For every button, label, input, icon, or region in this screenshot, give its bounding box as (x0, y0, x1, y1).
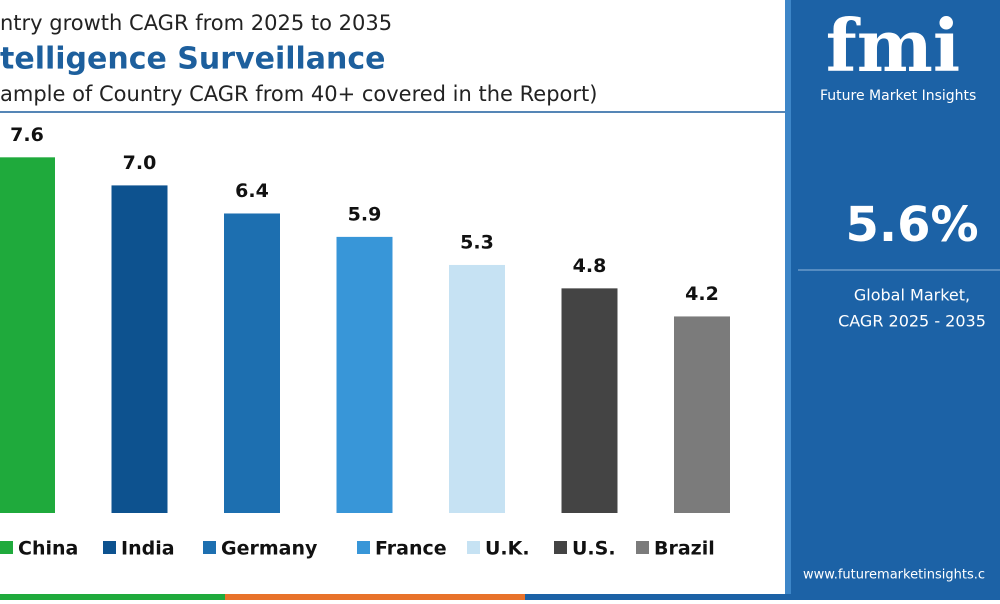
legend-swatch (0, 541, 13, 554)
footer-strip (525, 594, 1000, 600)
value-label: 6.4 (235, 180, 269, 202)
legend-label: Germany (221, 538, 318, 560)
bar (224, 213, 280, 514)
bar (336, 236, 393, 513)
chart-pretitle: ntry growth CAGR from 2025 to 2035 (0, 11, 392, 35)
value-label: 7.0 (123, 152, 157, 174)
side-panel (785, 0, 1000, 600)
panel-value: 5.6% (845, 197, 978, 253)
value-label: 5.3 (460, 231, 494, 253)
value-label: 7.6 (10, 124, 44, 146)
legend-swatch (203, 541, 216, 554)
legend-swatch (554, 541, 567, 554)
plot: 7.6 China 7.0 India 6.4 Germany 5.9 France 5.3 U.… (0, 124, 730, 560)
panel-edge (785, 0, 791, 600)
bar (674, 316, 730, 513)
legend-swatch (467, 541, 480, 554)
value-label: 4.8 (573, 255, 607, 277)
footer-strip (225, 594, 525, 600)
legend-label: Brazil (654, 538, 715, 560)
legend-swatch (636, 541, 649, 554)
panel-label: CAGR 2025 - 2035 (838, 312, 986, 331)
bar (111, 185, 168, 513)
panel-label: Global Market, (854, 286, 970, 305)
legend-label: U.S. (572, 538, 616, 560)
brand: Future Market Insights (820, 88, 976, 104)
bar (0, 157, 55, 513)
footer-strip (0, 594, 225, 600)
bar (561, 288, 618, 513)
legend-label: India (121, 538, 175, 560)
logo: fmi (826, 3, 961, 88)
value-label: 4.2 (685, 283, 719, 305)
chart-title: telligence Surveillance (0, 42, 386, 77)
bar (449, 264, 505, 513)
legend-swatch (357, 541, 370, 554)
url: www.futuremarketinsights.c (803, 568, 985, 583)
legend-swatch (103, 541, 116, 554)
chart-subtitle: ample of Country CAGR from 40+ covered i… (0, 82, 597, 106)
legend-label: France (375, 538, 447, 560)
legend-label: China (18, 538, 78, 560)
legend-label: U.K. (485, 538, 530, 560)
value-label: 5.9 (348, 203, 382, 225)
